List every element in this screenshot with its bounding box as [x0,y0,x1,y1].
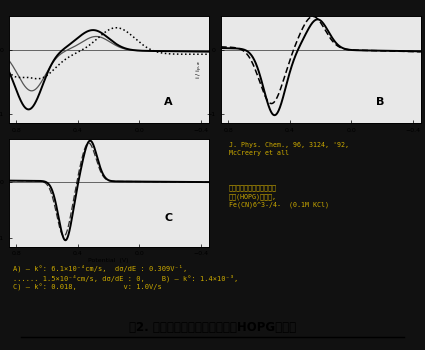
Text: B: B [377,97,385,107]
Text: A) — k°: 6.1×10⁻⁴cm/s,  dσ/dE : 0.309V⁻¹,
...... 1.5×10⁻⁴cm/s, dσ/dE : 0,    B) : A) — k°: 6.1×10⁻⁴cm/s, dσ/dE : 0.309V⁻¹,… [13,265,238,291]
Text: C: C [164,213,173,223]
Text: J. Phys. Chem., 96, 3124, '92,
McCreery et all: J. Phys. Chem., 96, 3124, '92, McCreery … [229,142,348,156]
Y-axis label: i / i$_{p,a}$: i / i$_{p,a}$ [195,60,205,79]
Text: 図2. 異なる秩序度のベーサル面HOPGの比較: 図2. 異なる秩序度のベーサル面HOPGの比較 [129,321,296,334]
Text: 異なる秩序度を持つベーサ
ル面(HOPG)の比較,
Fe(CN)6^3-/4-  (0.1M KCl): 異なる秩序度を持つベーサ ル面(HOPG)の比較, Fe(CN)6^3-/4- … [229,184,329,208]
X-axis label: Potential  (V): Potential (V) [88,258,129,263]
Text: A: A [164,97,173,107]
